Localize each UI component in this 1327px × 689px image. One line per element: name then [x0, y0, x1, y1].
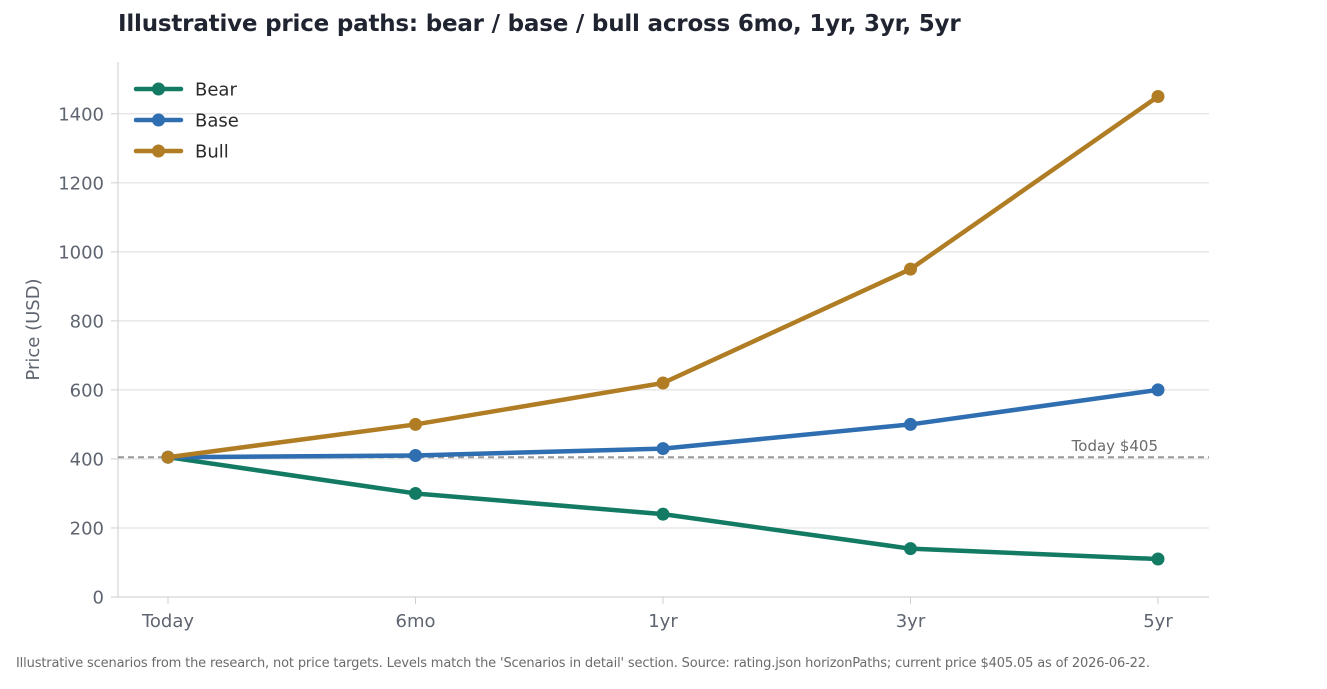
data-point-base	[656, 442, 670, 456]
series-group	[161, 90, 1165, 566]
legend-marker-base	[152, 113, 165, 127]
legend-label-bear: Bear	[195, 80, 237, 101]
legend-label-base: Base	[195, 111, 239, 132]
data-point-bear	[656, 507, 670, 521]
data-point-bull	[409, 417, 422, 431]
reference-line-label: Today $405	[1071, 437, 1158, 455]
axes: 0 200 400 600 800 1000 1200 1400 Today 6mo 1yr 3yr 5…	[23, 62, 1209, 632]
y-tick-label: 1400	[58, 104, 104, 125]
chart-title: Illustrative price paths: bear / base / …	[118, 11, 961, 37]
y-tick-label: 800	[70, 311, 104, 332]
x-tick-label: 3yr	[896, 611, 926, 632]
y-axis-title: Price (USD)	[23, 278, 44, 380]
data-point-bear	[1151, 552, 1165, 566]
y-tick-label: 0	[93, 588, 104, 609]
y-tick-label: 600	[70, 380, 104, 401]
data-point-base	[904, 417, 917, 431]
data-point-bull	[904, 262, 917, 276]
data-point-bull	[1151, 90, 1165, 104]
data-point-bull	[656, 376, 670, 390]
legend-label-bull: Bull	[195, 142, 229, 163]
data-point-base	[1151, 383, 1165, 397]
y-tick-label: 200	[70, 518, 104, 539]
legend-marker-bear	[152, 82, 165, 96]
chart-caption: Illustrative scenarios from the research…	[16, 656, 1150, 671]
y-tick-label: 400	[70, 449, 104, 470]
x-tick-label: 1yr	[648, 611, 678, 632]
series-line-bull	[165, 94, 1161, 460]
data-point-bull	[161, 450, 175, 464]
y-tick-label: 1200	[58, 173, 104, 194]
gridlines	[118, 113, 1209, 529]
x-tick-label: Today	[141, 611, 194, 632]
legend: Bear Base Bull	[133, 80, 239, 163]
data-point-bear	[409, 486, 422, 500]
x-tick-label: 6mo	[396, 611, 436, 632]
legend-marker-bull	[152, 144, 165, 158]
line-chart: 0 200 400 600 800 1000 1200 1400 Today 6mo 1yr 3yr 5…	[23, 62, 1209, 632]
y-tick-label: 1000	[58, 242, 104, 263]
data-point-base	[409, 448, 422, 462]
data-point-bear	[904, 542, 917, 556]
x-tick-label: 5yr	[1143, 611, 1173, 632]
